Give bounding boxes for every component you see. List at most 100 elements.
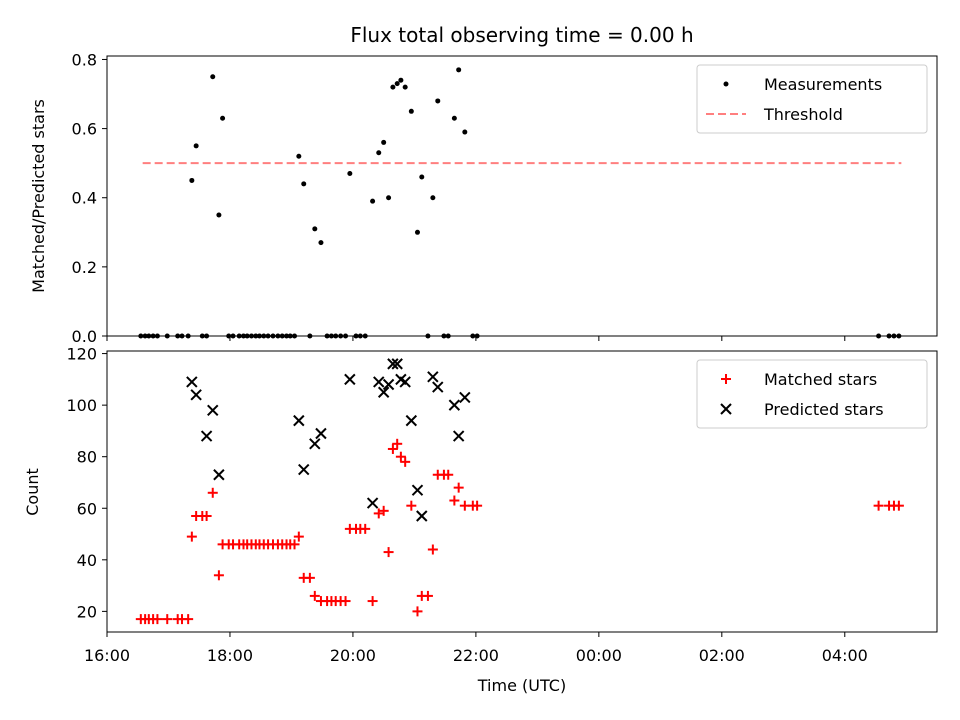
count-legend-frame: [696, 359, 928, 429]
count-y-tick-label: 120: [66, 345, 97, 364]
measurement-point: [189, 177, 195, 183]
measurement-point: [462, 129, 468, 135]
matched-star-point: [400, 456, 411, 467]
legend-measurements-marker: [723, 81, 729, 87]
predicted-star-point: [309, 438, 321, 450]
predicted-star-point: [411, 484, 424, 496]
matched-star-point: [201, 510, 212, 521]
measurement-point: [164, 333, 170, 339]
measurement-point: [390, 84, 396, 90]
matched-star-point: [422, 590, 433, 601]
measurement-point: [248, 333, 254, 339]
measurement-point: [287, 333, 293, 339]
predicted-star-point: [452, 430, 465, 442]
measurement-point: [193, 143, 199, 149]
ratio-y-tick-label: 0.2: [72, 258, 97, 277]
predicted-star-point: [298, 463, 310, 476]
matched-star-point: [392, 438, 403, 449]
measurement-point: [138, 333, 144, 339]
measurement-point: [474, 333, 480, 339]
measurement-point: [425, 333, 431, 339]
ratio-panel: 0.00.20.40.60.8 Matched/Predicted stars …: [29, 50, 938, 346]
measurement-point: [284, 333, 290, 339]
measurement-point: [402, 84, 408, 90]
measurement-point: [328, 333, 334, 339]
measurement-point: [357, 333, 363, 339]
measurement-point: [230, 333, 236, 339]
measurement-point: [244, 333, 250, 339]
matched-star-point: [367, 596, 378, 607]
measurement-point: [256, 333, 262, 339]
predicted-star-point: [399, 376, 411, 388]
predicted-star-point: [213, 469, 225, 481]
matched-star-point: [183, 614, 194, 625]
ratio-y-tick-label: 0.8: [72, 50, 97, 69]
matched-star-point: [289, 539, 300, 550]
matched-star-point: [443, 469, 454, 480]
measurement-point: [362, 333, 368, 339]
predicted-star-point: [207, 404, 219, 417]
measurement-point: [292, 333, 298, 339]
measurement-point: [896, 333, 902, 339]
matched-star-point: [213, 570, 224, 581]
matched-star-point: [387, 443, 398, 454]
predicted-star-point: [200, 430, 213, 442]
matched-star-point: [207, 487, 218, 498]
ratio-y-axis-label: Matched/Predicted stars: [29, 99, 48, 293]
predicted-star-point: [373, 376, 385, 388]
ratio-y-tick-label: 0.6: [72, 120, 97, 139]
measurement-point: [394, 81, 400, 87]
measurement-point: [226, 333, 232, 339]
count-legend-label: Predicted stars: [764, 400, 884, 419]
matched-star-point: [449, 495, 460, 506]
matched-star-point: [186, 531, 197, 542]
measurement-point: [270, 333, 276, 339]
matched-star-point: [309, 590, 320, 601]
measurement-point: [150, 333, 156, 339]
measurement-point: [456, 67, 462, 73]
measurement-point: [179, 333, 185, 339]
ratio-y-tick-label: 0.4: [72, 189, 97, 208]
x-tick-label: 02:00: [699, 646, 745, 665]
predicted-star-point: [186, 376, 198, 388]
matched-star-point: [162, 614, 173, 625]
measurement-point: [296, 153, 302, 159]
matched-star-point: [395, 451, 406, 462]
measurement-point: [435, 98, 441, 104]
measurement-point: [210, 74, 216, 80]
predicted-star-point: [366, 497, 379, 509]
count-y-tick-label: 40: [77, 551, 97, 570]
predicted-star-point: [427, 371, 439, 383]
measurement-point: [419, 174, 425, 180]
x-tick-label: 22:00: [453, 646, 499, 665]
count-legend-label: Matched stars: [764, 370, 877, 389]
ratio-y-tick-label: 0.0: [72, 327, 97, 346]
matched-star-point: [360, 523, 371, 534]
measurement-point: [338, 333, 344, 339]
matched-star-point: [293, 531, 304, 542]
predicted-star-point: [190, 389, 202, 401]
measurement-point: [240, 333, 246, 339]
matched-star-point: [412, 606, 423, 617]
measurement-point: [430, 195, 436, 201]
count-panel: 20 40 60 80 100 120 16:00 18:00 20:00 22:00 00:00…: [23, 345, 938, 695]
predicted-star-point: [448, 399, 461, 411]
measurement-point: [398, 77, 404, 83]
ratio-legend-frame: [696, 64, 928, 134]
matched-star-point: [340, 596, 351, 607]
ratio-legend-label: Measurements: [764, 75, 882, 94]
measurement-point: [307, 333, 313, 339]
legend-matched-marker: [721, 374, 731, 384]
measurement-point: [333, 333, 339, 339]
x-tick-label: 00:00: [576, 646, 622, 665]
measurement-point: [265, 333, 271, 339]
predicted-star-point: [387, 358, 399, 370]
measurement-point: [451, 115, 457, 121]
measurement-point: [301, 181, 307, 187]
x-tick-label: 04:00: [822, 646, 868, 665]
measurement-point: [381, 139, 387, 145]
matched-star-point: [472, 500, 483, 511]
count-y-tick-label: 80: [77, 448, 97, 467]
matched-star-point: [427, 544, 438, 555]
